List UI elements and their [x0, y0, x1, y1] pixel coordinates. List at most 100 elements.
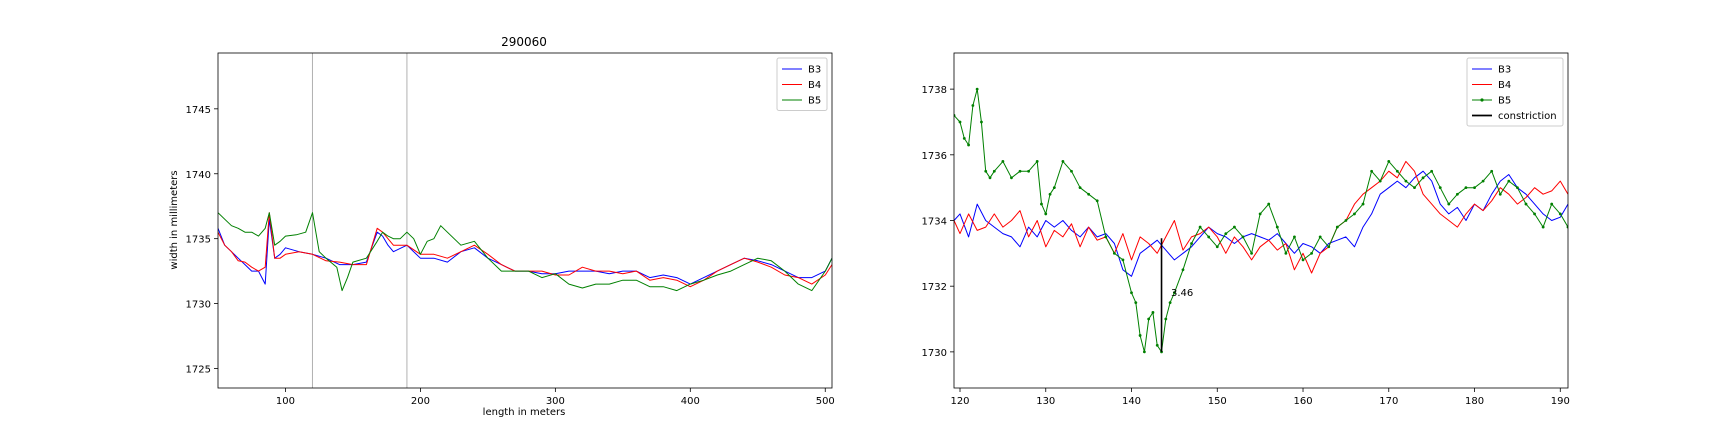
chart-1-point-B5-78: [1524, 202, 1528, 206]
chart-1-point-B5-41: [1207, 235, 1211, 239]
chart-0-xtick-label-0: 100: [276, 396, 295, 407]
chart-1-legend: B3 B4 B5 constriction: [1466, 57, 1564, 127]
chart-0-legend-label-B4: B4: [808, 80, 821, 91]
chart-1-point-B5-24: [1104, 235, 1108, 239]
chart-1-point-B5-60: [1370, 169, 1374, 173]
chart-0-series-B4: [218, 212, 832, 288]
chart-0-plot-frame: [217, 52, 833, 389]
chart-1-point-B5-71: [1464, 186, 1468, 190]
chart-left-title: 290060: [501, 35, 547, 49]
chart-1-point-B5-4: [971, 104, 975, 107]
chart-1-xtick-label-6: 180: [1465, 396, 1484, 407]
chart-1-series-B5: [954, 88, 1568, 353]
chart-1-point-B5-14: [1035, 159, 1039, 163]
chart-1-xtick-label-7: 190: [1551, 396, 1570, 407]
chart-0-ytick-label-4: 1745: [186, 105, 211, 116]
chart-1-point-B5-6: [980, 120, 983, 124]
chart-0-series-B5: [218, 212, 832, 292]
chart-1-point-B5-1: [958, 120, 962, 124]
chart-1-point-B5-72: [1473, 186, 1476, 190]
chart-1-point-B5-29: [1138, 334, 1142, 337]
chart-1-point-B5-51: [1293, 235, 1296, 239]
chart-1-point-B5-17: [1048, 192, 1052, 196]
chart-1-point-B5-42: [1215, 245, 1219, 249]
chart-1-point-B5-47: [1258, 212, 1262, 216]
chart-1-legend-label-B5: B5: [1498, 96, 1511, 107]
chart-0-legend-label-B5: B5: [808, 96, 821, 107]
chart-1-series-B3: [954, 170, 1568, 277]
chart-1-point-B5-44: [1233, 225, 1236, 229]
chart-1-point-B5-48: [1267, 202, 1271, 206]
chart-1-point-B5-26: [1121, 258, 1125, 262]
chart-1-xtick-label-3: 150: [1208, 396, 1227, 407]
chart-1-point-B5-67: [1430, 169, 1434, 173]
chart-1-point-B5-43: [1224, 232, 1228, 236]
chart-1-point-B5-21: [1078, 186, 1082, 190]
chart-1-point-B5-9: [992, 169, 996, 173]
chart-1-point-B5-10: [1001, 159, 1005, 163]
chart-1-point-B5-69: [1447, 202, 1451, 206]
chart-1-point-B5-8: [988, 176, 992, 180]
chart-1-point-B5-18: [1052, 186, 1056, 190]
chart-left: 290060 length in meters width in millime…: [169, 35, 835, 418]
chart-1-point-B5-64: [1404, 179, 1408, 183]
chart-1-point-B5-57: [1344, 219, 1348, 222]
chart-0-xtick-label-2: 300: [546, 396, 565, 407]
chart-1-point-B5-74: [1490, 169, 1494, 173]
chart-left-ylabel: width in millimeters: [169, 170, 180, 269]
chart-1-point-B5-63: [1395, 169, 1399, 173]
chart-1-xtick-label-2: 140: [1122, 396, 1141, 407]
chart-1-point-B5-73: [1481, 179, 1485, 183]
chart-1-point-B5-33: [1155, 343, 1159, 347]
chart-1-point-B5-36: [1168, 301, 1172, 305]
chart-1-point-B5-32: [1151, 311, 1155, 314]
chart-0-xtick-label-4: 500: [816, 396, 835, 407]
chart-0-ytick-label-2: 1735: [186, 235, 211, 246]
chart-1-point-B5-31: [1147, 317, 1151, 321]
chart-1-legend-marker-B5: [1480, 98, 1484, 102]
chart-left-xlabel: length in meters: [483, 407, 566, 418]
chart-1-legend-box: [1466, 57, 1564, 127]
chart-1-point-B5-13: [1027, 169, 1031, 173]
chart-1-point-B5-3: [967, 143, 970, 147]
chart-1-point-B5-45: [1241, 235, 1245, 239]
chart-1-point-B5-2: [962, 136, 966, 140]
chart-1-ytick-label-4: 1738: [922, 85, 947, 96]
chart-0-legend: B3 B4 B5: [776, 57, 828, 111]
chart-1-point-B5-49: [1275, 225, 1279, 229]
chart-1-ytick-label-0: 1730: [922, 348, 947, 359]
chart-1-point-B5-76: [1507, 179, 1511, 183]
chart-1-point-B5-46: [1250, 251, 1253, 255]
chart-1-point-B5-58: [1353, 212, 1356, 216]
chart-1-point-B5-82: [1558, 212, 1562, 216]
chart-1-point-B5-7: [984, 169, 988, 173]
chart-0-legend-label-B3: B3: [808, 65, 821, 76]
chart-1-point-B5-65: [1413, 186, 1416, 190]
chart-1-point-B5-15: [1040, 202, 1043, 206]
chart-right: 3.46 120 130 140 150 160 170 180 190 1730 1732 1734…: [922, 52, 1570, 407]
chart-1-point-B5-54: [1318, 235, 1322, 239]
chart-1-point-B5-16: [1044, 212, 1048, 216]
chart-1-point-B5-56: [1335, 225, 1339, 229]
chart-0-ytick-label-3: 1740: [186, 170, 211, 181]
chart-1-point-B5-5: [975, 87, 979, 91]
chart-1-series-B4: [954, 160, 1568, 274]
chart-1-constriction-label: 3.46: [1171, 288, 1193, 299]
chart-1-ytick-label-3: 1736: [922, 151, 947, 162]
chart-1-legend-label-constriction: constriction: [1498, 111, 1557, 122]
chart-1-point-B5-79: [1533, 212, 1536, 216]
chart-1-point-B5-23: [1095, 199, 1099, 203]
chart-1-ytick-label-2: 1734: [922, 217, 947, 228]
chart-1-point-B5-59: [1361, 202, 1365, 206]
chart-1-point-B5-30: [1142, 350, 1146, 354]
chart-1-xtick-label-0: 120: [950, 396, 969, 407]
chart-1-point-B5-25: [1112, 251, 1116, 255]
chart-1-point-B5-81: [1550, 202, 1554, 206]
chart-1-point-B5-61: [1378, 179, 1382, 183]
chart-0-xtick-label-1: 200: [411, 396, 430, 407]
chart-1-xtick-label-1: 130: [1036, 396, 1055, 407]
chart-1-point-B5-53: [1310, 251, 1313, 255]
chart-1-point-B5-19: [1061, 159, 1065, 163]
chart-1-point-B5-38: [1181, 268, 1185, 272]
